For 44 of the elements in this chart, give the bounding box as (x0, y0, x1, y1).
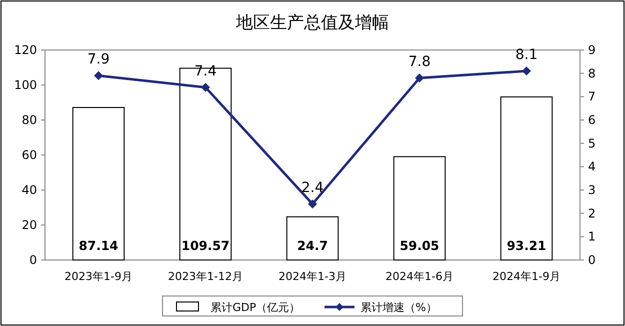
y-tick-label: 100 (14, 78, 37, 92)
y2-tick-label: 2 (588, 206, 596, 220)
y2-tick-label: 6 (588, 113, 596, 127)
y2-tick-label: 1 (588, 230, 596, 244)
point (94, 71, 103, 80)
chart-title: 地区生产总值及增幅 (235, 13, 389, 33)
y-tick-label: 80 (22, 113, 37, 127)
data-label: 24.7 (297, 238, 328, 253)
point (522, 66, 531, 76)
y2-tick-label: 0 (588, 253, 596, 267)
legend-label: 累计GDP（亿元） (210, 301, 300, 314)
data-label: 109.57 (181, 238, 230, 253)
y2-tick-label: 5 (588, 136, 596, 150)
data-label: 2.4 (301, 180, 324, 196)
y-tick-label: 40 (22, 183, 37, 197)
x-tick-label: 2023年1-9月 (64, 270, 132, 283)
x-tick-label: 2024年1-3月 (278, 270, 346, 283)
point (201, 82, 210, 92)
data-label: 8.1 (515, 47, 538, 63)
data-label: 93.21 (506, 238, 546, 253)
bar (286, 216, 339, 260)
point (415, 74, 424, 82)
bar (72, 107, 125, 260)
y-tick-label: 20 (22, 218, 37, 232)
y2-tick-label: 8 (588, 66, 596, 80)
data-label: 87.14 (78, 238, 119, 253)
data-label: 7.8 (408, 54, 431, 70)
y2-tick-label: 3 (588, 183, 596, 197)
y-tick-label: 60 (22, 148, 37, 162)
bar (500, 96, 553, 260)
x-tick-label: 2024年1-6月 (386, 270, 454, 283)
x-tick-label: 2023年1-12月 (168, 270, 243, 283)
y2-tick-label: 7 (588, 90, 596, 104)
y2-tick-label: 4 (588, 160, 596, 174)
bar (393, 156, 446, 260)
legend-label: 累计增速（%） (360, 301, 437, 314)
y-tick-label: 120 (14, 43, 37, 57)
data-label: 7.9 (87, 52, 110, 68)
y2-tick-label: 9 (588, 43, 596, 57)
point (308, 200, 317, 208)
data-label: 59.05 (400, 238, 440, 253)
x-tick-label: 2024年1-9月 (492, 270, 560, 283)
y-tick-label: 0 (29, 253, 37, 267)
data-label: 7.4 (194, 63, 217, 80)
